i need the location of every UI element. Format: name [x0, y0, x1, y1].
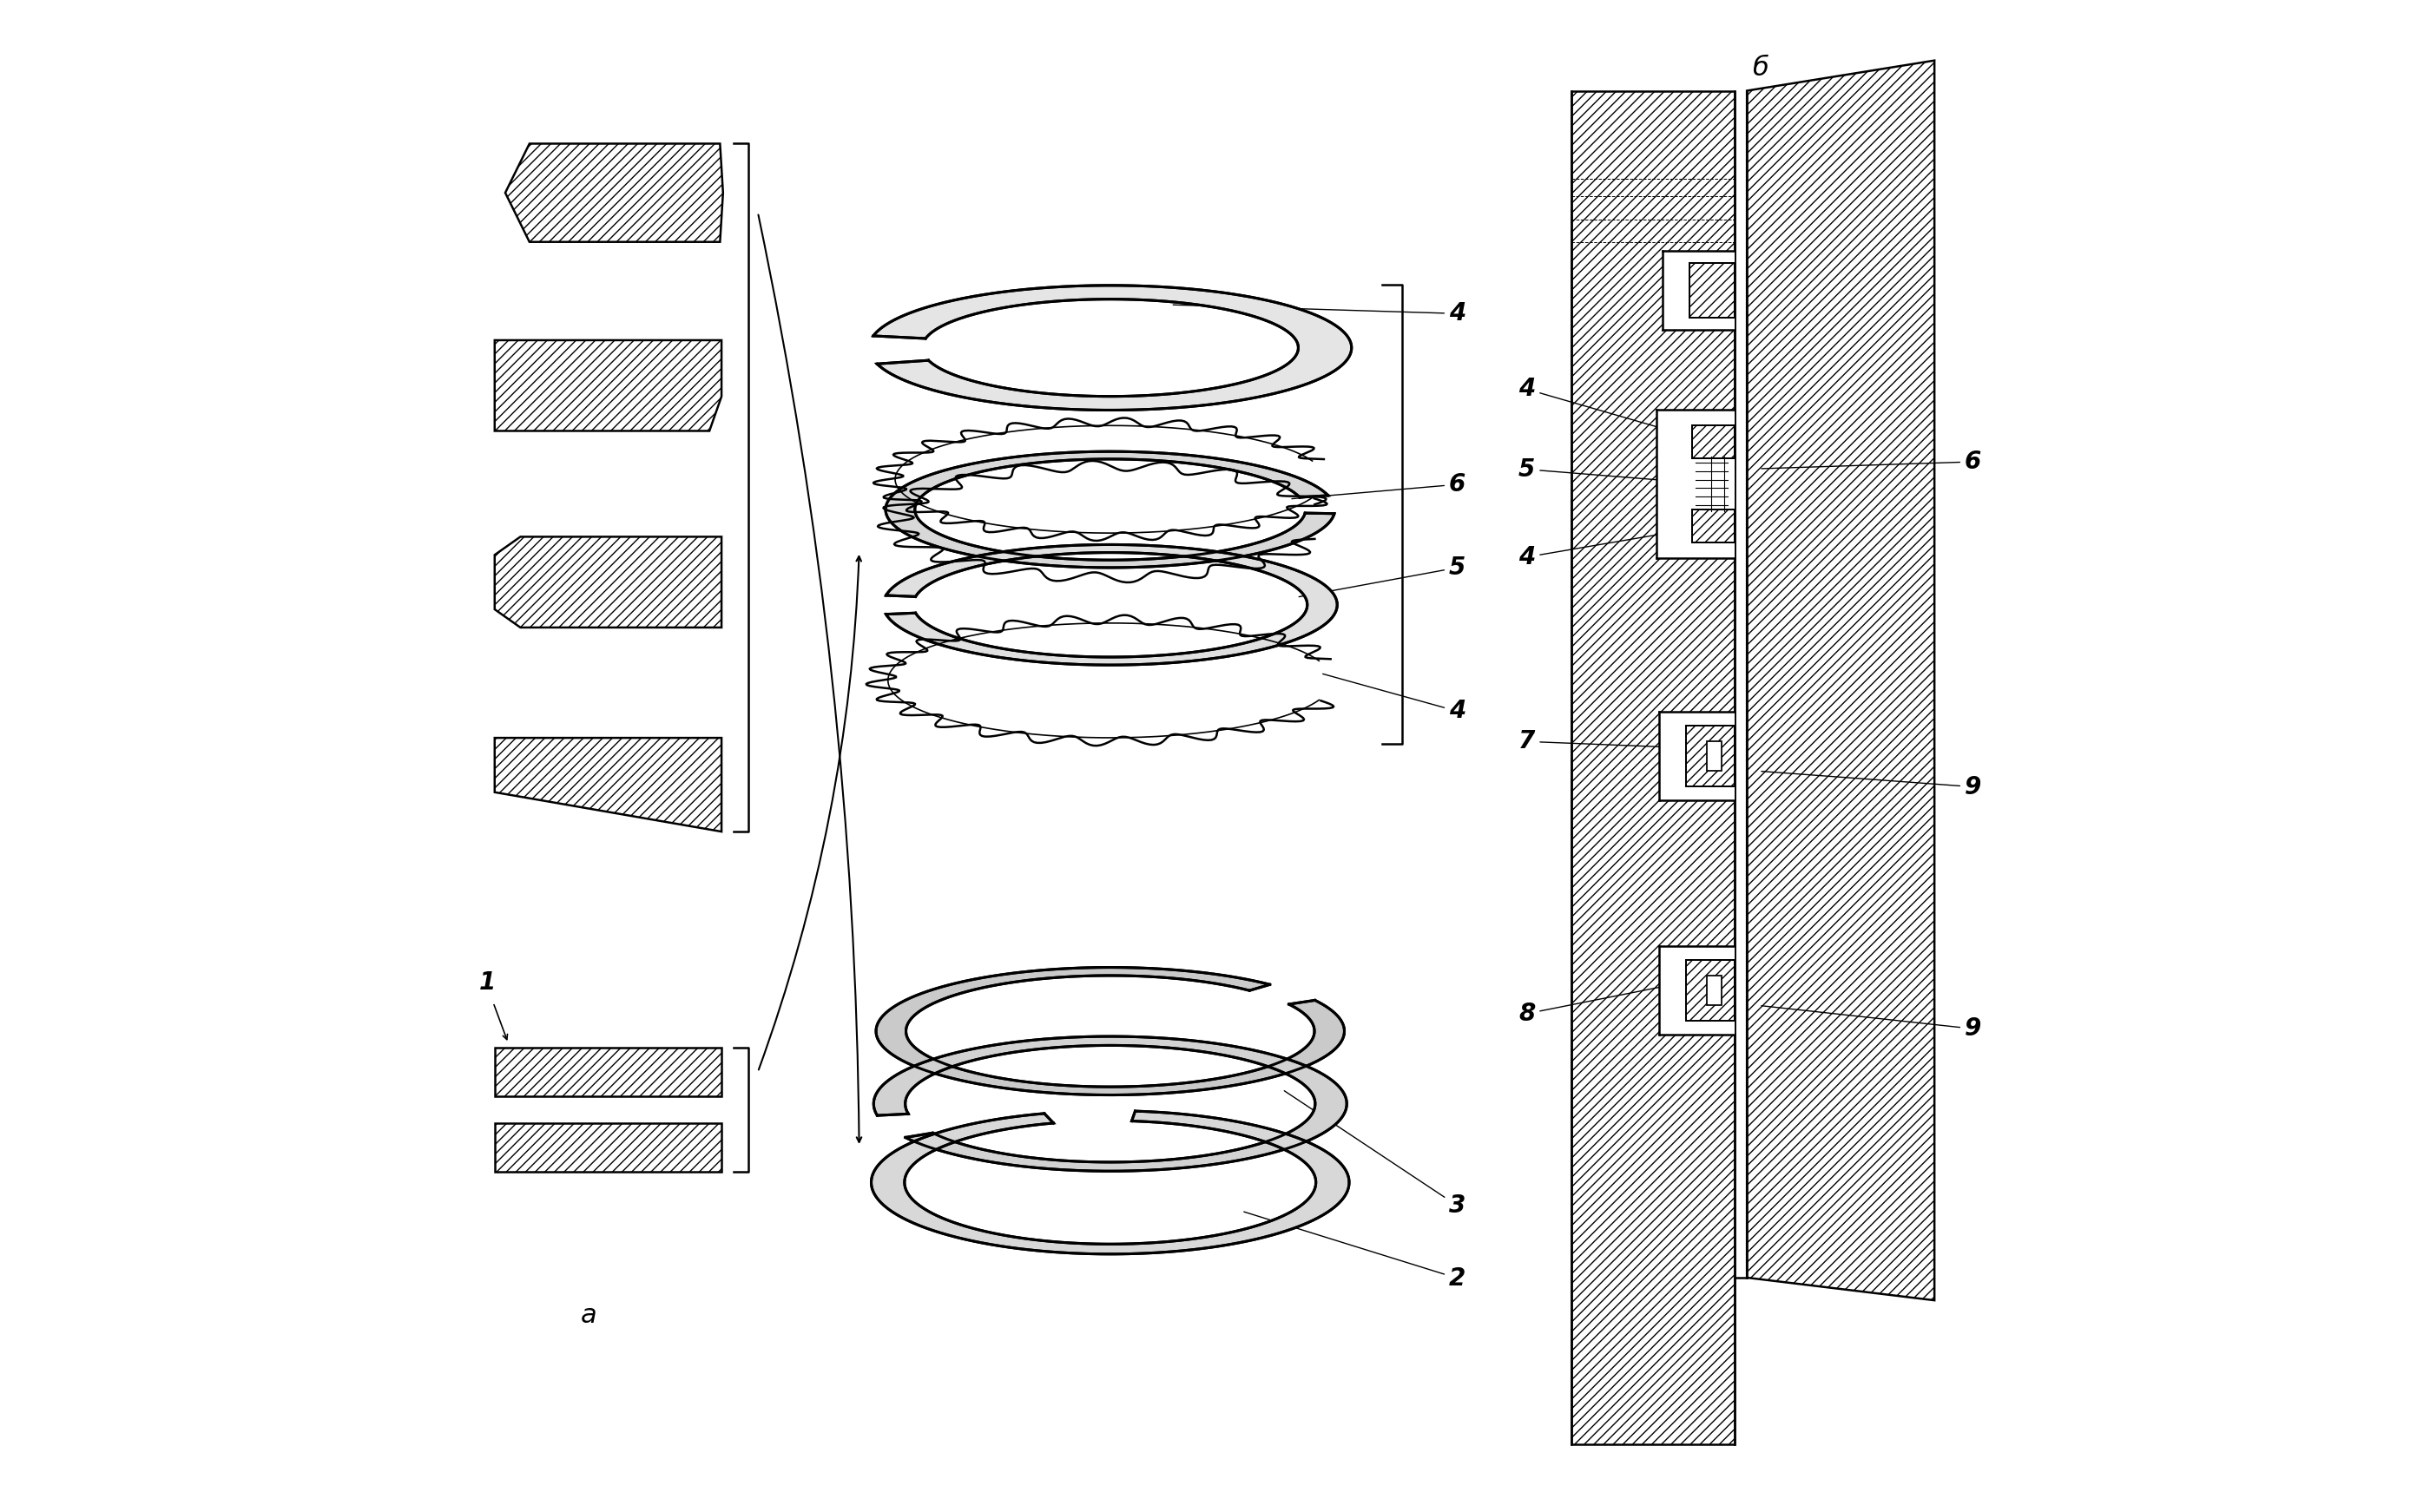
Text: 4: 4	[1518, 523, 1704, 569]
Polygon shape	[495, 1048, 723, 1096]
Bar	[1692, 425, 1735, 458]
Text: 6: 6	[1762, 449, 1982, 473]
Text: 2: 2	[1245, 1211, 1465, 1290]
Bar	[1706, 741, 1721, 771]
Bar	[1656, 410, 1735, 558]
Polygon shape	[887, 544, 1337, 665]
Polygon shape	[1747, 60, 1934, 1300]
Polygon shape	[505, 144, 723, 242]
Text: 3: 3	[1283, 1090, 1465, 1217]
Polygon shape	[495, 1123, 723, 1172]
Text: a: a	[580, 1303, 597, 1328]
Bar	[1663, 251, 1735, 330]
Text: 4: 4	[1172, 301, 1465, 325]
Text: 7: 7	[1518, 729, 1697, 753]
Text: 8: 8	[1518, 977, 1702, 1025]
Text: 5: 5	[1298, 555, 1465, 597]
Text: 4: 4	[1322, 674, 1465, 723]
Polygon shape	[495, 340, 723, 431]
Text: б: б	[1752, 56, 1769, 80]
Polygon shape	[873, 286, 1351, 410]
Polygon shape	[1571, 91, 1735, 1444]
Polygon shape	[495, 537, 723, 627]
Bar	[1687, 726, 1735, 786]
Polygon shape	[870, 1111, 1349, 1253]
Bar	[1658, 947, 1735, 1034]
Polygon shape	[873, 1036, 1346, 1172]
Polygon shape	[495, 738, 723, 832]
Text: 9: 9	[1762, 1005, 1982, 1040]
Text: 6: 6	[1291, 472, 1465, 499]
Text: 1: 1	[479, 971, 495, 995]
Bar	[1658, 712, 1735, 800]
Polygon shape	[875, 968, 1344, 1095]
Bar	[1687, 960, 1735, 1021]
Polygon shape	[885, 452, 1334, 567]
Bar	[1706, 975, 1721, 1005]
Bar	[1692, 510, 1735, 543]
Text: 5: 5	[1518, 457, 1704, 487]
Text: 9: 9	[1762, 771, 1982, 798]
Bar	[1689, 263, 1735, 318]
Text: 4: 4	[1518, 376, 1704, 443]
